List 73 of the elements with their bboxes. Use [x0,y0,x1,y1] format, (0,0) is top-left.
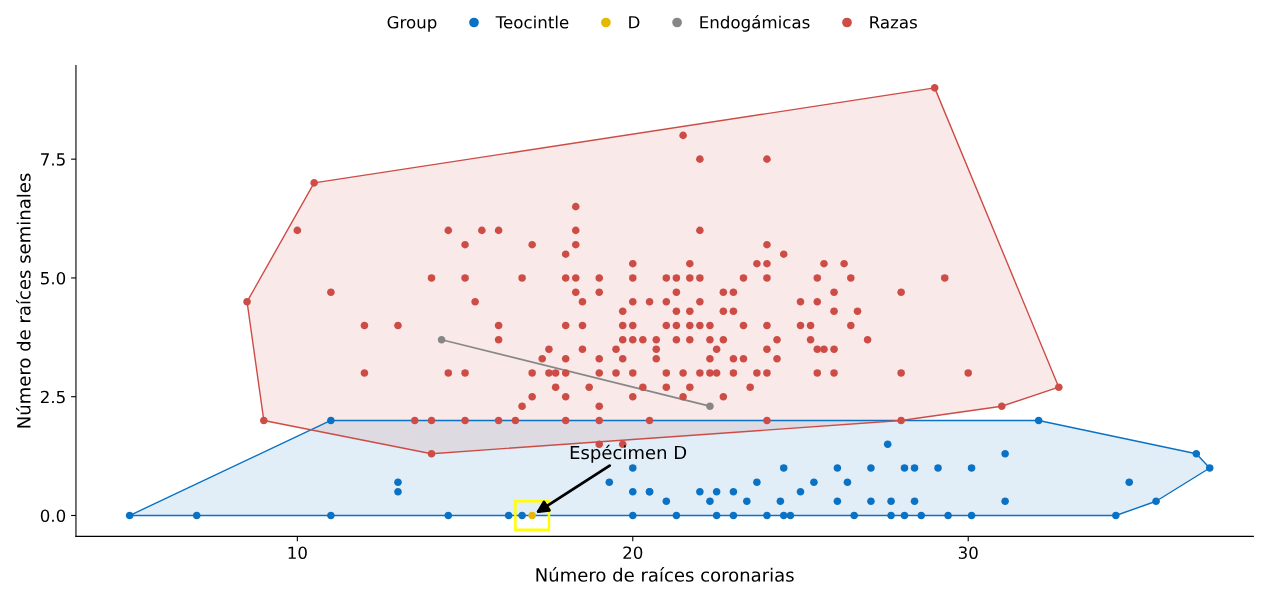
point [786,511,795,520]
legend-label: Endogámicas [700,15,810,32]
point [712,487,721,496]
point [628,487,637,496]
x-tick-label: 20 [623,546,643,560]
point [729,487,738,496]
point [833,464,842,472]
x-axis-title: Número de raíces coronarias [536,567,794,582]
legend-title: Group [387,15,437,32]
point [192,511,201,520]
point [628,464,637,472]
point [696,487,704,496]
point [867,464,875,472]
x-tick-label: 30 [958,546,978,560]
point [1112,511,1120,520]
point [779,511,788,520]
point [743,497,751,506]
point [779,464,788,472]
point [900,464,909,472]
point [883,440,892,449]
point [887,497,895,506]
point [437,335,446,344]
point [729,511,738,520]
point [706,402,714,411]
legend-label: D [629,16,640,29]
point [327,511,335,520]
y-tick-label: 5.0 [41,271,66,285]
point [662,497,671,506]
y-tick-label: 7.5 [41,153,65,166]
point [850,511,858,520]
point [1152,497,1160,506]
point [1001,449,1009,458]
point [900,511,909,520]
point [125,511,134,520]
point [910,497,919,506]
point [628,511,637,520]
point [1192,449,1201,458]
point [444,511,453,520]
point [672,511,681,520]
point [796,487,805,496]
point [1034,416,1043,425]
point [504,511,513,520]
y-axis-title: Número de raíces seminales [15,173,31,428]
point [944,511,952,520]
y-tick-label: 2.5 [40,390,65,404]
point [917,511,926,520]
y-tick-label: 0.0 [40,509,66,523]
point [1001,497,1009,506]
point [910,464,919,472]
legend-label: Razas [870,16,917,29]
point [1205,464,1214,472]
point [867,497,875,506]
point [605,478,614,487]
point [394,478,402,487]
point [753,478,761,487]
point [327,416,335,425]
point [843,478,852,487]
point [706,497,714,506]
point [518,511,526,520]
point [967,511,976,520]
point [1125,478,1134,487]
point [833,497,842,506]
point [394,487,402,496]
point [934,464,942,472]
point [810,478,818,487]
annotation: Espécimen D [570,444,687,463]
point [776,497,785,506]
point [887,511,895,520]
point [712,511,721,520]
legend-label: Teocintle [495,15,569,29]
x-tick-label: 10 [288,546,307,560]
point [967,464,976,472]
point [763,511,771,520]
